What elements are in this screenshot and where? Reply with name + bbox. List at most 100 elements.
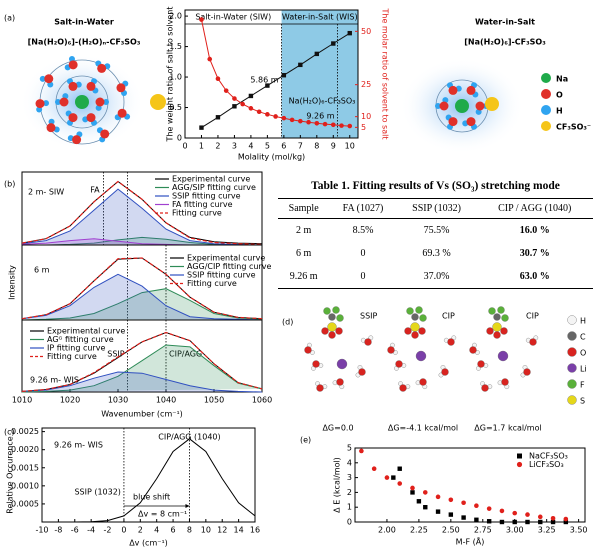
atom-o — [387, 346, 395, 354]
x-tick-label: 4 — [154, 526, 159, 535]
data-point — [499, 508, 505, 514]
data-point — [223, 88, 229, 93]
table-header: Sample FA (1027) SSIP (1032) CIP / AGG (104… — [278, 198, 593, 219]
data-point — [240, 101, 245, 107]
x-tick-label: 16 — [250, 526, 260, 535]
legend-label: H — [580, 317, 586, 326]
data-point — [347, 30, 352, 36]
atom-o — [59, 97, 69, 107]
x-tick-label: 10 — [201, 526, 211, 535]
atom-o — [46, 123, 56, 133]
series-line — [42, 438, 256, 523]
atom-o — [97, 63, 107, 73]
annotation: 2 m- SIW — [28, 188, 64, 197]
panel-label: (d) — [282, 318, 293, 327]
atom-h — [55, 99, 61, 105]
y2-tick-label: 50 — [361, 27, 371, 36]
atom-o — [321, 327, 329, 335]
legend-swatch — [541, 89, 551, 99]
atom-o — [466, 117, 476, 127]
atom-f — [323, 307, 331, 315]
series-line — [21, 180, 263, 245]
data-point — [486, 519, 492, 524]
atom-o — [335, 327, 343, 335]
data-point — [256, 109, 262, 115]
annotation: Δv = 8 cm⁻¹ — [138, 510, 187, 519]
table-cell: 69.3 % — [422, 248, 451, 259]
x-tick-label: -2 — [104, 526, 112, 535]
x-tick-label: 8 — [187, 526, 192, 535]
atom-o — [304, 346, 312, 354]
legend-label: IP fitting curve — [47, 344, 105, 353]
x-tick-label: 7 — [298, 142, 303, 151]
atom-o — [68, 113, 78, 123]
atom-o — [475, 101, 485, 111]
marker-label: CIP/AGG — [169, 350, 202, 359]
y-tick-label: 0.5 — [169, 103, 182, 112]
y-tick-label: 2 — [347, 488, 352, 497]
atom-na — [455, 99, 469, 113]
atom-o — [86, 81, 96, 91]
y-tick-label: 0.0025 — [11, 427, 39, 436]
data-point — [538, 519, 543, 525]
atom-s — [492, 322, 502, 332]
structure-label: CIP — [526, 312, 539, 321]
data-point — [248, 93, 254, 99]
atom-o — [68, 60, 78, 70]
atom-o — [411, 331, 419, 339]
legend-label: Li — [580, 365, 587, 374]
atom-o — [466, 85, 476, 95]
table-header-cell: Sample — [278, 198, 330, 219]
y-axis-label: Δ E (kcal/mol) — [333, 457, 342, 513]
x-tick-label: 3.50 — [570, 526, 588, 535]
table-cell: 0 — [329, 265, 397, 289]
table-cell: 63.0 % — [476, 265, 593, 289]
table-cell: 8.5% — [352, 225, 374, 236]
data-point — [512, 510, 518, 516]
data-point — [416, 499, 422, 504]
table-title: Table 1. Fitting results of Vs (SO₃) str… — [311, 180, 560, 192]
data-point — [199, 17, 204, 22]
series-line — [21, 257, 263, 320]
data-point — [397, 481, 403, 486]
x-tick-label: 2 — [215, 142, 220, 151]
atom-o — [419, 378, 427, 386]
legend-label: O — [556, 91, 563, 100]
table-panel: Table 1. Fitting results of Vs (SO₃) str… — [278, 180, 593, 289]
atom-o — [328, 331, 336, 339]
data-point — [322, 121, 328, 127]
legend-label: O — [580, 349, 586, 358]
x-axis-label: Δv (cm⁻¹) — [129, 539, 168, 548]
annotation: 9.26 m- WIS — [30, 376, 79, 385]
illustration-formula: [Na(H₂O)₆]-(H₂O)ₙ-CF₃SO₃ — [28, 38, 141, 47]
panel-label: (c) — [4, 428, 15, 437]
table: Sample FA (1027) SSIP (1032) CIP / AGG (104… — [278, 198, 593, 289]
data-point — [410, 490, 415, 495]
atom-c — [411, 313, 419, 321]
data-point — [314, 120, 320, 126]
marker-label: FA — [90, 186, 100, 195]
atom-o — [395, 360, 403, 368]
y-tick-label: 1.5 — [169, 42, 182, 51]
plot-frame — [41, 427, 256, 523]
y-tick-label: 3 — [347, 473, 352, 482]
x-tick-label: 1030 — [108, 396, 128, 405]
annotation: Na(H₂O)₆-CF₃SO₃ — [289, 97, 356, 106]
plot-frame — [21, 319, 263, 393]
legend-swatch — [541, 73, 551, 83]
marker-label: 9.26 m — [306, 112, 334, 121]
x-tick-label: 1 — [199, 142, 204, 151]
legend-swatch — [541, 121, 551, 131]
data-point — [359, 448, 364, 454]
data-point — [330, 122, 336, 128]
data-point — [512, 519, 517, 525]
data-point — [391, 475, 396, 480]
marker-label: SSIP (1032) — [74, 488, 120, 497]
y-tick-label: 0.0010 — [11, 481, 39, 490]
data-point — [298, 118, 303, 124]
y2-axis-label: The molar ratio of solvent to salt — [381, 7, 390, 139]
x-tick-label: 1020 — [60, 396, 80, 405]
x-tick-label: -4 — [87, 526, 95, 535]
data-point — [232, 104, 237, 109]
atom-o — [447, 338, 455, 346]
